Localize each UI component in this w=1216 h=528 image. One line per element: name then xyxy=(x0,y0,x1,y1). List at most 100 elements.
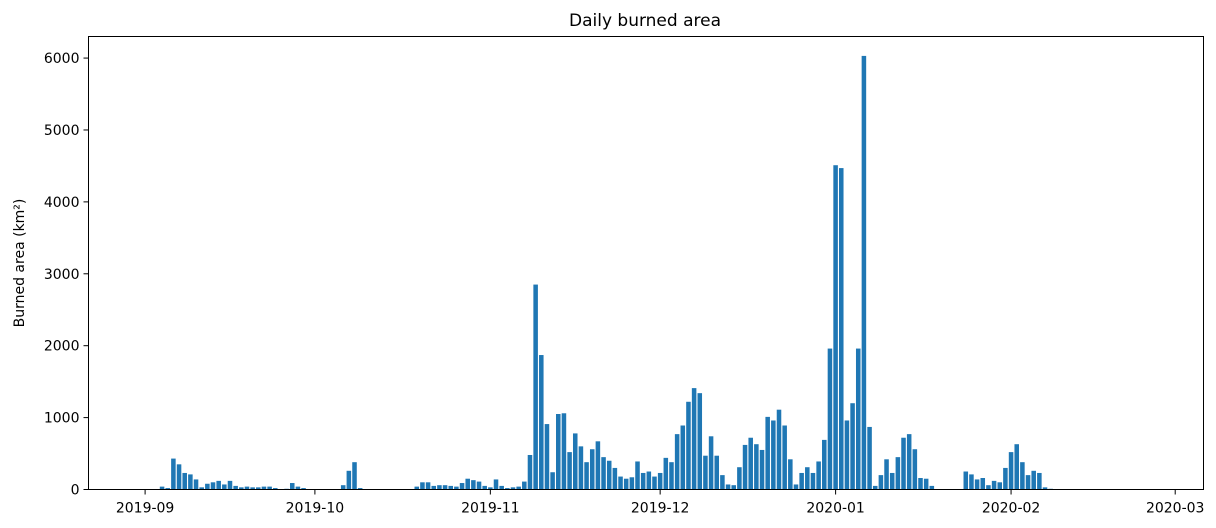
bar-2019-09-29 xyxy=(301,488,306,490)
bar-2019-11-01 xyxy=(488,487,493,490)
y-tick-label: 1000 xyxy=(44,411,80,427)
bar-2019-09-28 xyxy=(295,486,301,490)
bar-2019-12-07 xyxy=(691,388,697,490)
bar-2019-12-19 xyxy=(759,449,765,490)
x-tick-label: 2020-01 xyxy=(806,501,865,517)
bar-2020-01-09 xyxy=(878,475,884,490)
bar-2019-09-15 xyxy=(222,484,227,490)
bar-2019-11-17 xyxy=(578,446,584,490)
bar-2020-01-14 xyxy=(906,434,912,490)
bar-2019-09-20 xyxy=(250,487,255,490)
bar-2019-12-09 xyxy=(703,455,708,490)
bar-2019-11-25 xyxy=(623,478,629,490)
bar-2019-12-02 xyxy=(663,457,669,490)
bar-2019-09-06 xyxy=(171,458,176,490)
bar-2020-02-01 xyxy=(1008,452,1014,490)
bar-2019-10-08 xyxy=(352,462,357,490)
bar-2020-01-17 xyxy=(923,478,929,490)
bar-2019-12-31 xyxy=(827,348,833,490)
bar-2019-10-23 xyxy=(437,485,442,490)
bar-2019-12-05 xyxy=(680,425,686,490)
bar-2019-11-02 xyxy=(493,479,499,490)
bar-2019-09-27 xyxy=(289,483,295,490)
bar-2020-01-30 xyxy=(997,482,1003,490)
bar-2019-11-14 xyxy=(561,413,567,490)
bar-2019-11-05 xyxy=(510,487,516,490)
bar-2019-11-29 xyxy=(646,471,652,490)
bar-2020-01-18 xyxy=(929,485,935,490)
bar-2019-09-24 xyxy=(273,488,278,490)
bar-2020-02-03 xyxy=(1020,462,1025,490)
bar-2020-01-07 xyxy=(867,426,872,490)
bar-2019-12-11 xyxy=(714,455,720,490)
bar-2019-10-27 xyxy=(459,483,465,490)
y-tick-label: 4000 xyxy=(44,195,80,211)
bar-2019-09-13 xyxy=(210,482,216,490)
bar-2019-11-18 xyxy=(584,462,589,490)
bar-2019-10-21 xyxy=(425,482,431,490)
x-tick-label: 2019-11 xyxy=(461,501,520,517)
bar-2019-12-15 xyxy=(737,467,742,490)
bar-2019-11-11 xyxy=(544,424,550,490)
x-tick-label: 2019-10 xyxy=(286,501,345,517)
bar-2019-10-20 xyxy=(420,482,425,490)
x-tick-label: 2020-03 xyxy=(1146,501,1205,517)
bar-2019-12-29 xyxy=(816,461,821,490)
bar-2020-01-03 xyxy=(844,420,850,490)
bar-2020-01-26 xyxy=(974,479,980,490)
bar-2019-12-08 xyxy=(697,393,703,490)
bar-2019-11-24 xyxy=(618,476,623,490)
bar-2019-09-11 xyxy=(199,487,204,490)
bar-2020-01-13 xyxy=(901,437,906,490)
bar-2019-11-27 xyxy=(635,461,640,490)
bar-2019-11-04 xyxy=(505,488,510,490)
bar-2019-11-26 xyxy=(629,477,635,490)
bar-2019-12-25 xyxy=(793,484,799,490)
bar-2019-09-10 xyxy=(193,479,199,490)
bar-2019-09-09 xyxy=(188,474,193,490)
bar-2019-09-23 xyxy=(267,486,272,490)
bar-2020-01-28 xyxy=(986,485,991,490)
chart-title: Daily burned area xyxy=(569,11,721,31)
bar-2020-01-01 xyxy=(833,165,838,490)
bar-2019-12-06 xyxy=(686,401,691,490)
bar-2020-01-05 xyxy=(855,348,861,490)
bar-2019-09-07 xyxy=(176,464,182,490)
bar-2020-01-29 xyxy=(991,480,997,490)
bar-2019-09-16 xyxy=(227,480,233,490)
bar-2019-11-03 xyxy=(499,485,504,490)
bar-2020-01-24 xyxy=(963,471,969,490)
bar-2019-10-22 xyxy=(431,485,437,490)
bar-2020-02-07 xyxy=(1042,487,1048,490)
bar-2020-01-10 xyxy=(884,459,889,490)
y-tick-label: 6000 xyxy=(44,51,80,67)
bar-2019-12-03 xyxy=(669,462,674,490)
bar-2019-11-16 xyxy=(572,433,578,490)
bar-2019-10-30 xyxy=(476,481,482,490)
bar-2019-11-12 xyxy=(550,472,555,490)
bar-2020-01-02 xyxy=(839,168,844,490)
bar-2019-12-23 xyxy=(782,425,787,490)
bar-2019-12-22 xyxy=(776,409,782,490)
bars-group xyxy=(159,55,1053,490)
bar-2019-12-28 xyxy=(810,472,816,490)
bar-2020-02-04 xyxy=(1025,475,1031,490)
bar-2019-12-24 xyxy=(788,459,793,490)
bar-2020-02-05 xyxy=(1031,470,1036,490)
bar-2020-01-12 xyxy=(895,457,901,490)
bar-2020-01-16 xyxy=(918,478,923,490)
bar-2019-11-28 xyxy=(640,472,646,490)
bar-2020-01-11 xyxy=(889,472,895,490)
bar-2019-11-19 xyxy=(589,449,595,490)
bar-2019-11-10 xyxy=(539,355,544,490)
bar-2019-11-21 xyxy=(601,457,606,490)
bar-2019-12-18 xyxy=(754,444,759,490)
bar-2019-12-12 xyxy=(720,475,725,490)
x-tick-label: 2019-09 xyxy=(116,501,175,517)
bar-2019-12-26 xyxy=(799,472,804,490)
bar-2020-01-06 xyxy=(861,55,867,490)
y-tick-label: 5000 xyxy=(44,123,80,139)
bar-2019-12-13 xyxy=(725,484,731,490)
